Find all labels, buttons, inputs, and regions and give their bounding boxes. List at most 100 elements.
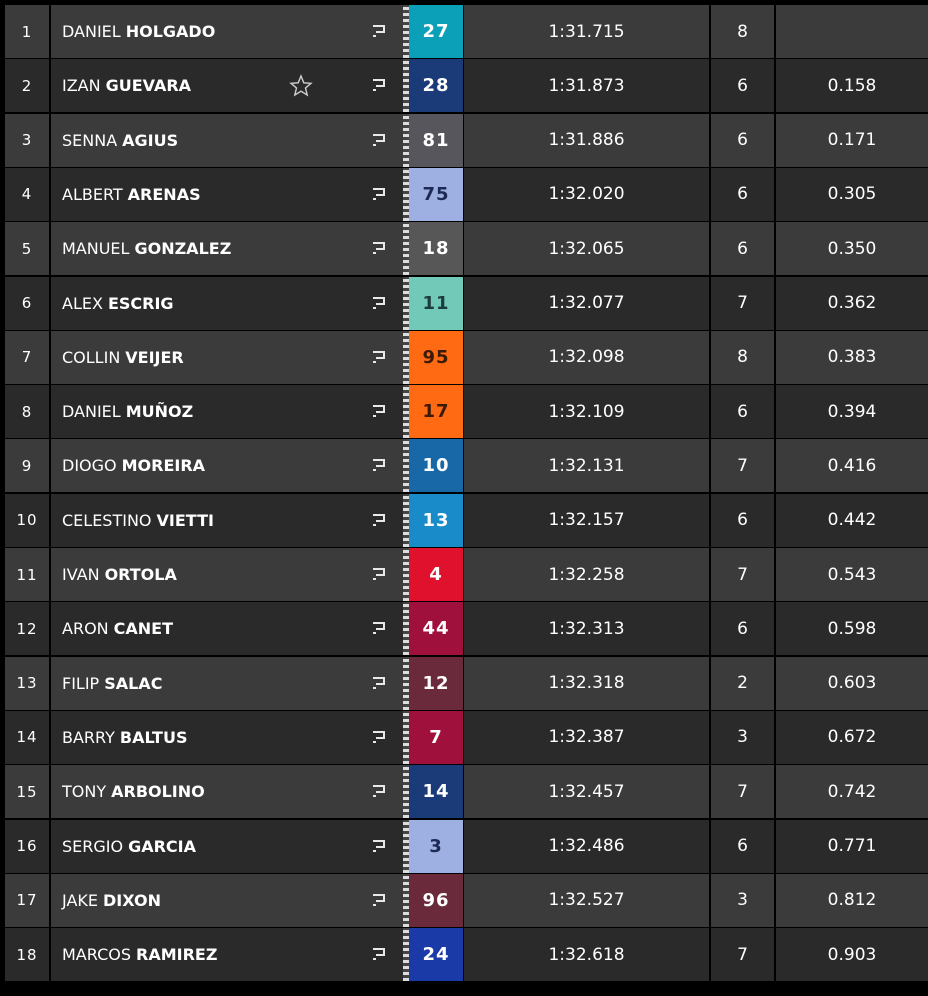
- last-name: ORTOLA: [104, 565, 177, 584]
- last-name: DIXON: [102, 890, 161, 910]
- rider-number: 28: [409, 59, 463, 113]
- first-name: ARON: [62, 619, 109, 639]
- rider-name: DANIEL MUÑOZ: [51, 385, 403, 439]
- checker-stripe: [403, 113, 409, 167]
- lap-time: 1:32.527: [464, 873, 709, 927]
- last-name: AGIUS: [122, 130, 179, 150]
- rider-number: 14: [409, 765, 463, 819]
- pit-icon: [373, 25, 385, 37]
- pit-icon: [373, 785, 385, 798]
- lap-time: 1:31.873: [464, 59, 709, 113]
- pit-icon: [373, 622, 385, 635]
- result-row: 6 ALEX ESCRIG 11 1:32.077 7 0.362: [0, 276, 928, 330]
- rider-number: 12: [409, 656, 463, 710]
- position: 3: [5, 113, 49, 167]
- rider-name: DIOGO MOREIRA: [51, 439, 403, 493]
- position: 17: [5, 873, 49, 927]
- position: 2: [5, 59, 49, 113]
- result-row: 11 IVAN ORTOLA 4 1:32.258 7 0.543: [0, 548, 928, 601]
- first-name: ALBERT: [62, 184, 123, 204]
- last-name: MOREIRA: [121, 456, 206, 476]
- first-name: MANUEL: [62, 239, 130, 259]
- checker-stripe: [403, 59, 409, 113]
- result-row: 15 TONY ARBOLINO 14 1:32.457 7 0.742: [0, 765, 928, 819]
- gap: 0.771: [776, 819, 928, 873]
- pit-icon: [373, 187, 385, 200]
- pit-icon: [373, 133, 385, 146]
- position: 14: [5, 710, 49, 764]
- last-name: SALAC: [104, 673, 163, 693]
- result-row: 10 CELESTINO VIETTI 13 1:32.157 6 0.442: [0, 493, 928, 547]
- checker-stripe: [403, 928, 409, 982]
- gap: 0.362: [776, 276, 928, 330]
- pit-icon: [373, 676, 385, 689]
- gap: 0.742: [776, 765, 928, 819]
- rider-number: 7: [409, 710, 463, 764]
- pit-icon: [373, 242, 385, 255]
- gap: 0.543: [776, 548, 928, 601]
- result-row: 5 MANUEL GONZALEZ 18 1:32.065 6 0.350: [0, 222, 928, 276]
- last-name: VEIJER: [125, 347, 184, 367]
- gap: 0.171: [776, 113, 928, 167]
- rider-name: ALBERT ARENAS: [51, 167, 403, 221]
- first-name: CELESTINO: [62, 510, 152, 530]
- laps: 3: [711, 873, 774, 927]
- laps: 6: [711, 493, 774, 547]
- result-row: 8 DANIEL MUÑOZ 17 1:32.109 6 0.394: [0, 385, 928, 439]
- position: 16: [5, 819, 49, 873]
- gap: 0.350: [776, 222, 928, 276]
- last-name: ARENAS: [127, 184, 201, 204]
- lap-time: 1:32.077: [464, 276, 709, 330]
- first-name: IZAN: [62, 76, 101, 96]
- checker-stripe: [403, 5, 409, 58]
- rider-name: DANIEL HOLGADO: [51, 5, 403, 58]
- first-name: ALEX: [62, 293, 103, 313]
- result-row: 14 BARRY BALTUS 7 1:32.387 3 0.672: [0, 710, 928, 764]
- checker-stripe: [403, 710, 409, 764]
- gap: 0.812: [776, 873, 928, 927]
- laps: 6: [711, 113, 774, 167]
- lap-time: 1:32.457: [464, 765, 709, 819]
- rider-name: MANUEL GONZALEZ: [51, 222, 403, 276]
- position: 10: [5, 493, 49, 547]
- first-name: SENNA: [62, 130, 118, 150]
- rider-name: ARON CANET: [51, 602, 403, 656]
- first-name: FILIP: [62, 673, 100, 693]
- checker-stripe: [403, 330, 409, 384]
- lap-time: 1:31.715: [464, 5, 709, 58]
- gap: 0.416: [776, 439, 928, 493]
- laps: 6: [711, 819, 774, 873]
- checker-stripe: [403, 276, 409, 330]
- pit-icon: [373, 350, 385, 363]
- last-name: CANET: [113, 619, 173, 639]
- lap-time: 1:32.157: [464, 493, 709, 547]
- lap-time: 1:32.313: [464, 602, 709, 656]
- lap-time: 1:32.258: [464, 548, 709, 601]
- favorite-star[interactable]: [289, 74, 313, 98]
- position: 4: [5, 167, 49, 221]
- result-row: 7 COLLIN VEIJER 95 1:32.098 8 0.383: [0, 330, 928, 384]
- first-name: SERGIO: [62, 836, 124, 856]
- gap: [776, 5, 928, 58]
- last-name: RAMIREZ: [136, 945, 218, 965]
- laps: 6: [711, 602, 774, 656]
- pit-icon: [373, 948, 385, 961]
- rider-name: ALEX ESCRIG: [51, 276, 403, 330]
- position: 9: [5, 439, 49, 493]
- lap-time: 1:32.618: [464, 928, 709, 982]
- position: 11: [5, 548, 49, 601]
- laps: 6: [711, 167, 774, 221]
- result-row: 16 SERGIO GARCIA 3 1:32.486 6 0.771: [0, 819, 928, 873]
- rider-number: 95: [409, 330, 463, 384]
- pit-icon: [373, 513, 385, 526]
- pit-icon: [373, 296, 385, 309]
- position: 15: [5, 765, 49, 819]
- pit-icon: [373, 839, 385, 852]
- result-row: 2 IZAN GUEVARA 28 1:31.873 6 0.158: [0, 59, 928, 113]
- rider-number: 81: [409, 113, 463, 167]
- last-name: VIETTI: [156, 510, 214, 530]
- last-name: BALTUS: [119, 727, 188, 747]
- rider-number: 27: [409, 5, 463, 58]
- rider-name: CELESTINO VIETTI: [51, 493, 403, 547]
